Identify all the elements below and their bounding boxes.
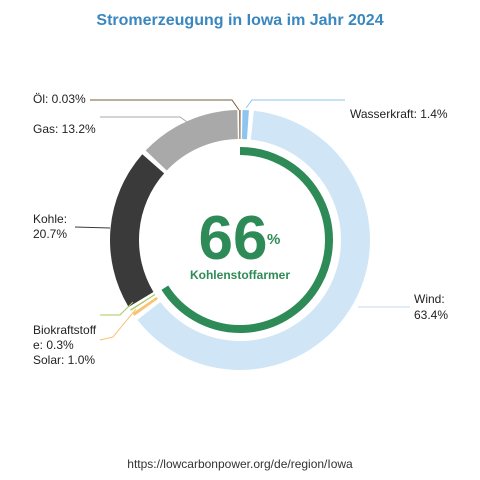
label-biokraftstoffe: Biokraftstoff e: 0.3% [33,323,97,352]
label-wind: Wind: 63.4% [414,292,448,322]
slice-kohle [109,154,165,307]
low-carbon-progress-arc [161,147,333,333]
leader-l [90,99,240,111]
slice-gas [145,110,238,171]
label-wasserkraft: Wasserkraft: 1.4% [350,107,448,121]
center-percentage-value: 66 [199,204,268,273]
slice-l [239,109,241,139]
label-gas: Gas: 13.2% [33,122,96,136]
source-url: https://lowcarbonpower.org/de/region/Iow… [127,457,353,471]
leader-kohle [74,226,111,229]
slice-solar [132,296,158,316]
donut-slices [109,109,371,371]
leader-gas [100,116,191,125]
center-percentage-unit: % [267,231,280,248]
slice-wasserkraft [241,110,249,140]
slice-labels: Wasserkraft: 1.4% Wind: 63.4% Solar: 1.0%Bi… [33,92,448,367]
label-kohle: Kohle: 20.7% [33,212,67,241]
center-caption: Kohlenstoffarmer [190,268,290,282]
center-indicator: 66 % Kohlenstoffarmer [161,147,333,333]
leader-biokraftstoffe [100,301,134,316]
chart-title: Stromerzeugung in Iowa im Jahr 2024 [96,12,383,29]
leader-lines [74,99,410,341]
leader-solar [99,308,137,341]
slice-biokraftstoffe [130,294,156,311]
label-l: Öl: 0.03% [33,92,86,106]
label-solar: Solar: 1.0% [33,353,95,367]
leader-wasserkraft [245,99,345,109]
